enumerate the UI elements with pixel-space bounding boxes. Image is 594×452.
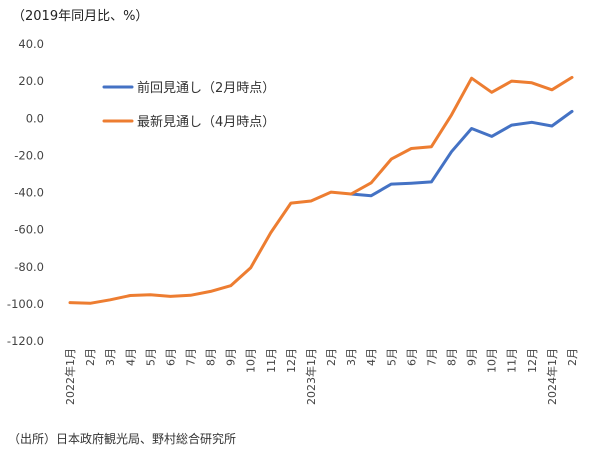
unit-label: （2019年同月比、%）: [12, 9, 149, 24]
y-tick-label: -40.0: [14, 186, 44, 200]
x-tick-label: 11月: [265, 348, 278, 373]
x-tick-label: 5月: [144, 348, 157, 366]
x-tick-label: 3月: [104, 348, 117, 366]
x-tick-label: 5月: [385, 348, 398, 366]
x-tick-label: 9月: [466, 348, 479, 366]
y-tick-label: -100.0: [7, 297, 44, 311]
x-tick-label: 2022年1月: [63, 348, 77, 405]
x-tick-label: 2月: [84, 348, 97, 366]
x-tick-label: 10月: [245, 348, 258, 373]
x-tick-label: 7月: [185, 348, 198, 366]
x-tick-label: 2月: [325, 348, 338, 366]
x-tick-label: 3月: [345, 348, 358, 366]
x-tick-label: 2月: [566, 348, 579, 366]
x-tick-label: 12月: [285, 348, 298, 373]
x-tick-label: 6月: [164, 348, 177, 366]
legend-label-1: 最新見通し（4月時点）: [137, 114, 275, 130]
x-tick-label: 4月: [365, 348, 378, 366]
series-line-1: [68, 75, 574, 305]
x-tick-label: 10月: [486, 348, 499, 373]
x-tick-label: 7月: [425, 348, 438, 366]
y-tick-label: -120.0: [7, 334, 44, 348]
x-tick-label: 2023年1月: [304, 348, 318, 405]
x-tick-label: 12月: [526, 348, 539, 373]
x-tick-label: 11月: [506, 348, 519, 373]
y-tick-label: -60.0: [14, 223, 44, 237]
x-tick-label: 2024年1月: [545, 348, 559, 405]
y-tick-label: -80.0: [14, 260, 44, 274]
series-line-0: [349, 109, 574, 198]
y-tick-label: -20.0: [14, 148, 44, 162]
y-tick-label: 0.0: [26, 111, 44, 125]
x-tick-label: 8月: [205, 348, 218, 366]
source-note: （出所）日本政府観光局、野村総合研究所: [8, 432, 237, 446]
legend-label-0: 前回見通し（2月時点）: [137, 80, 275, 96]
x-tick-label: 4月: [124, 348, 137, 366]
y-tick-label: 40.0: [18, 37, 44, 51]
x-tick-label: 9月: [225, 348, 238, 366]
y-tick-label: 20.0: [18, 74, 44, 88]
x-tick-label: 8月: [446, 348, 459, 366]
x-tick-label: 6月: [405, 348, 418, 366]
